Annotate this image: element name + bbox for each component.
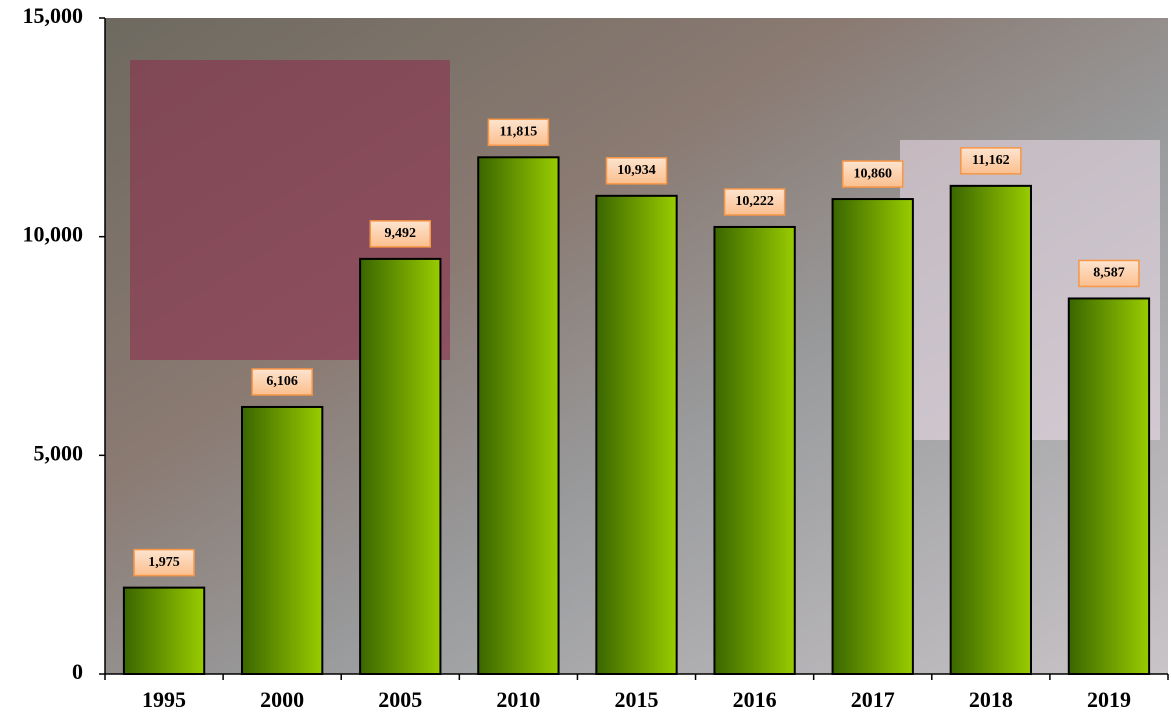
x-tick-label: 2010 (496, 687, 540, 712)
y-tick-label: 0 (72, 659, 83, 684)
value-label: 9,492 (385, 226, 417, 241)
bar (122, 586, 206, 675)
value-label-box (251, 368, 313, 396)
value-label-box (723, 188, 786, 216)
y-tick-label: 5,000 (34, 440, 84, 465)
value-label-box (841, 160, 904, 188)
value-label: 10,860 (853, 166, 892, 181)
value-label-box (605, 157, 668, 185)
x-tick-label: 2000 (260, 687, 304, 712)
bar (359, 257, 442, 675)
x-tick-label: 2017 (851, 687, 895, 712)
x-tick-label: 1995 (142, 687, 186, 712)
x-tick-label: 2016 (733, 687, 777, 712)
bar (241, 405, 324, 675)
y-tick-label: 15,000 (23, 3, 84, 28)
value-label: 10,222 (735, 194, 774, 209)
bar (477, 156, 560, 676)
value-label: 11,815 (500, 125, 538, 140)
x-tick-label: 2019 (1087, 687, 1131, 712)
bar (595, 194, 678, 675)
bar (831, 198, 914, 675)
bar (1067, 297, 1151, 675)
value-label-box (487, 118, 550, 147)
value-label-box (960, 147, 1022, 175)
x-tick-label: 2005 (378, 687, 422, 712)
bar (713, 225, 796, 676)
value-label: 10,934 (617, 163, 656, 178)
value-label: 1,975 (148, 555, 180, 570)
value-label-box (369, 220, 432, 248)
x-tick-label: 2015 (615, 687, 659, 712)
bar (949, 184, 1032, 675)
x-tick-label: 2018 (969, 687, 1013, 712)
value-label: 11,162 (972, 153, 1010, 168)
value-label-box (133, 548, 195, 577)
value-label-box (1078, 259, 1140, 288)
y-tick-label: 10,000 (23, 222, 84, 247)
value-label: 8,587 (1093, 266, 1125, 281)
value-label: 6,106 (266, 374, 298, 389)
